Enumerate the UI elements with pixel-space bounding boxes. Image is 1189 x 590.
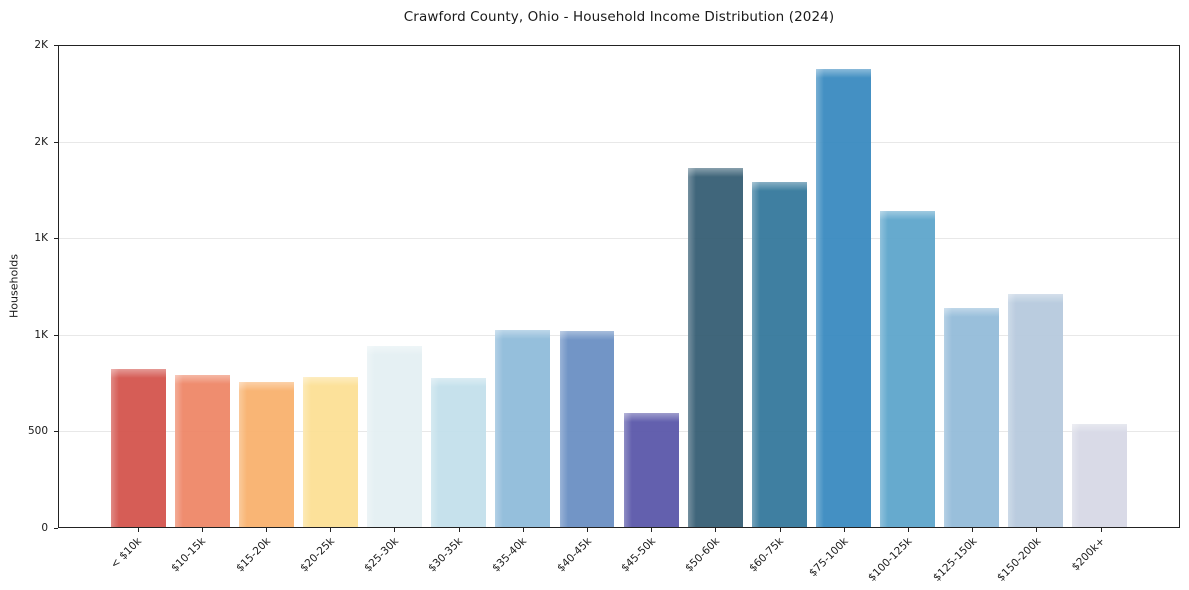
bar-75-100k — [815, 69, 871, 527]
x-tick-mark — [907, 528, 909, 532]
y-tick-mark — [54, 45, 58, 46]
x-tick-label: $40-45k — [554, 535, 594, 575]
x-tick-mark — [651, 528, 653, 532]
x-tick-mark — [137, 528, 139, 532]
x-tick-label: $200k+ — [1069, 535, 1108, 574]
y-tick-label-2500: 2K — [34, 38, 48, 51]
x-tick-label: $15-20k — [233, 535, 273, 575]
x-tick-label: $60-75k — [747, 535, 787, 575]
x-tick-mark — [201, 528, 203, 532]
x-tick-mark — [843, 528, 845, 532]
bar-50-60k — [687, 168, 743, 527]
x-tick-label: $50-60k — [683, 535, 723, 575]
x-tick-mark — [779, 528, 781, 532]
bar-125-150k — [944, 307, 999, 527]
x-tick-label: $20-25k — [297, 535, 337, 575]
y-axis-label: Households — [7, 254, 21, 318]
bar-150-200k — [1008, 294, 1064, 527]
x-tick-label: $35-40k — [490, 535, 530, 575]
x-tick-mark — [330, 528, 332, 532]
x-tick-mark — [1036, 528, 1038, 532]
x-tick-mark — [265, 528, 267, 532]
y-tick-label-2000: 2K — [34, 135, 48, 148]
x-tick-mark — [458, 528, 460, 532]
bar-45-50k — [623, 413, 679, 527]
bar-60-75k — [751, 181, 807, 527]
chart-title: Crawford County, Ohio - Household Income… — [403, 9, 835, 25]
x-tick-label: $150-200k — [994, 535, 1044, 584]
bar-200k — [1072, 424, 1128, 527]
y-tick-mark — [54, 431, 58, 433]
y-tick-mark — [54, 334, 58, 336]
bar-10-15k — [175, 375, 230, 527]
y-tick-label-0: 0 — [41, 521, 48, 534]
x-tick-label: $10-15k — [169, 535, 209, 575]
x-tick-mark — [394, 528, 396, 532]
gridline-2000 — [59, 142, 1179, 144]
bar-40-45k — [559, 330, 615, 527]
x-tick-mark — [1100, 528, 1102, 532]
bar-25-30k — [367, 346, 423, 527]
bar-20-25k — [303, 376, 359, 527]
x-tick-label: $125-150k — [930, 535, 979, 584]
y-tick-label-1500: 1K — [34, 231, 48, 244]
x-tick-mark — [522, 528, 524, 532]
bar-35-40k — [495, 329, 551, 527]
y-tick-mark — [54, 238, 58, 240]
bar-15-20k — [239, 381, 295, 527]
bar-30-35k — [431, 377, 487, 527]
x-tick-label: $100-125k — [866, 535, 915, 584]
gridline-500 — [59, 430, 1179, 432]
gridline-1500 — [59, 238, 1179, 240]
gridline-1000 — [59, 334, 1179, 336]
bar-100-125k — [880, 211, 935, 527]
x-tick-label: $75-100k — [806, 535, 851, 580]
x-tick-mark — [586, 528, 588, 532]
y-tick-mark — [54, 141, 58, 143]
y-tick-mark — [54, 528, 58, 529]
x-tick-label: $25-30k — [362, 535, 402, 575]
x-tick-label: < $10k — [108, 535, 145, 571]
x-tick-label: $45-50k — [618, 535, 658, 575]
plot-area — [58, 45, 1180, 528]
y-tick-label-500: 500 — [27, 425, 48, 438]
x-tick-mark — [715, 528, 717, 532]
bar-10k — [110, 369, 166, 527]
x-tick-label: $30-35k — [426, 535, 466, 575]
y-tick-label-1000: 1K — [34, 328, 48, 341]
x-tick-mark — [972, 528, 974, 532]
